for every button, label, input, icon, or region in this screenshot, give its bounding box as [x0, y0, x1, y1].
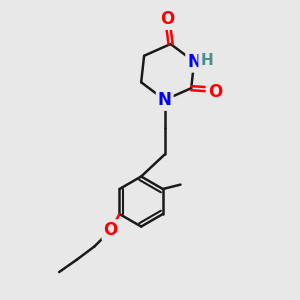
Text: O: O: [208, 83, 222, 101]
Text: H: H: [200, 53, 213, 68]
Text: O: O: [103, 221, 118, 239]
Text: O: O: [160, 10, 175, 28]
Text: N: N: [158, 91, 172, 109]
Text: N: N: [187, 53, 201, 71]
